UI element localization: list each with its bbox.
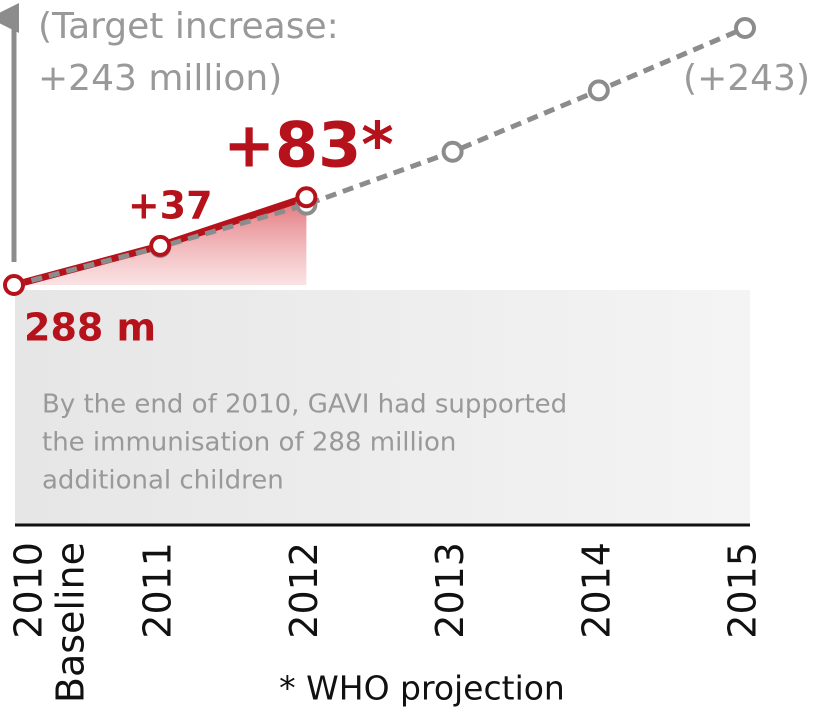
value-label: +37	[128, 183, 213, 227]
x-tick-label: 2011	[136, 542, 180, 639]
x-tick-label: 2014	[574, 542, 618, 639]
note: the immunisation of 288 million	[42, 428, 456, 458]
target-point	[587, 79, 610, 102]
actual-point	[3, 274, 25, 296]
x-tick-label: 2015	[721, 542, 765, 639]
annotation: (Target increase:	[38, 6, 339, 47]
line-target	[13, 25, 746, 288]
x-tick-label: 2010	[7, 542, 51, 639]
actual-point	[149, 234, 172, 257]
value-label: (+243)	[683, 58, 810, 99]
annotation: +243 million)	[38, 58, 282, 99]
x-tick-label: 2012	[282, 542, 326, 639]
actual-point	[295, 186, 318, 209]
target-point	[441, 140, 464, 163]
note: additional children	[42, 466, 284, 496]
x-tick-label: 2013	[428, 542, 472, 639]
baseline-label: 288 m	[24, 306, 156, 350]
note: By the end of 2010, GAVI had supported	[42, 390, 567, 420]
actual-area	[14, 197, 307, 285]
value-label: +83*	[223, 108, 394, 181]
x-tick-sublabel: Baseline	[49, 542, 93, 703]
target-point	[734, 17, 756, 39]
footnote: * WHO projection	[279, 669, 565, 708]
note-box	[15, 290, 750, 525]
